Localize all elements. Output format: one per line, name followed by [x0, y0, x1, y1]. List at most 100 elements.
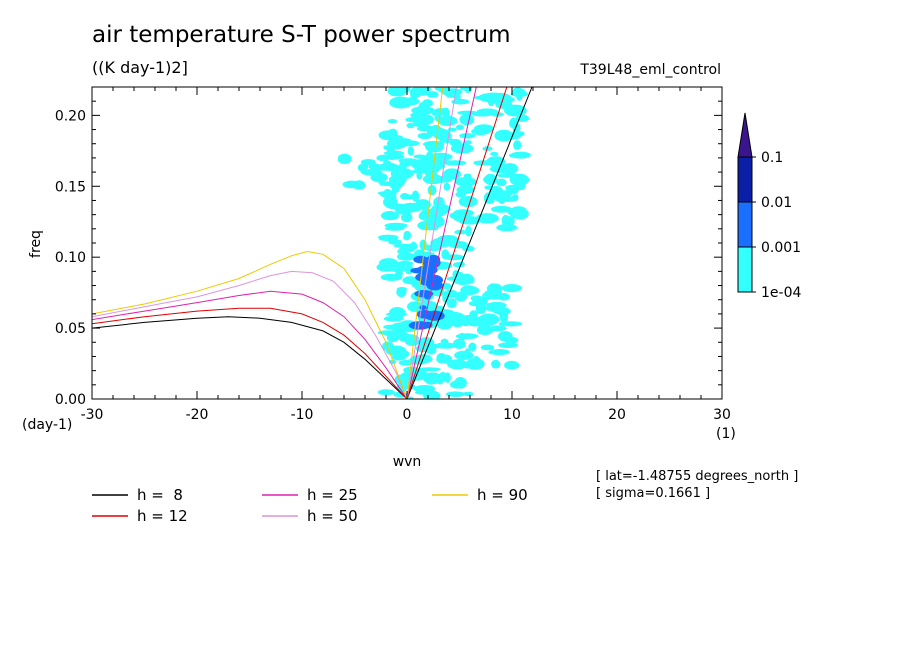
run-id-label: T39L48_eml_control — [580, 62, 721, 78]
heatmap-patch — [383, 324, 402, 330]
heatmap-patch — [390, 264, 407, 273]
heatmap-patch — [383, 189, 392, 198]
x-axis-label: wvn — [393, 454, 422, 470]
heatmap-patch — [453, 209, 475, 217]
curve-westward — [92, 270, 408, 399]
heatmap-patch — [376, 178, 384, 183]
heatmap-patch — [390, 167, 414, 180]
x-tick-label: -10 — [291, 407, 314, 423]
heatmap-patch — [399, 160, 413, 167]
heatmap-patch — [410, 267, 426, 274]
heatmap-patch — [422, 244, 443, 252]
legend-label: h = 90 — [477, 486, 528, 504]
heatmap-patch — [469, 310, 478, 320]
chart-title: air temperature S-T power spectrum — [92, 22, 511, 48]
heatmap-patch — [419, 155, 430, 163]
x-tick-label: 30 — [713, 407, 731, 423]
colorbar-segment — [737, 246, 753, 293]
heatmap-patch — [386, 333, 400, 343]
heatmap-patch — [396, 287, 408, 292]
heatmap-patch — [428, 152, 453, 161]
x-unit-label: (1) — [716, 426, 736, 442]
legend-label: h = 8 — [137, 486, 183, 504]
heatmap-patch — [495, 100, 513, 109]
x-tick-label: -20 — [186, 407, 209, 423]
heatmap-patch — [458, 196, 478, 208]
heatmap-patch — [456, 124, 464, 131]
heatmap-patch — [437, 321, 453, 330]
heatmap-patch — [501, 163, 508, 171]
heatmap-patch — [449, 298, 457, 308]
heatmap-patch — [511, 194, 519, 201]
curve-eastward — [406, 87, 533, 399]
heatmap-patch — [405, 264, 414, 275]
heatmap-patch — [378, 234, 399, 241]
colorbar-label: 0.1 — [761, 150, 783, 166]
heatmap-patch — [442, 88, 463, 96]
heatmap-patch — [388, 239, 402, 245]
heatmap-patch — [407, 396, 414, 399]
colorbar: 1e-04 0.001 0.01 0.1 — [737, 112, 801, 301]
heatmap-patch — [380, 273, 403, 281]
heatmap-patch — [442, 254, 465, 261]
heatmap-patch — [470, 295, 483, 302]
heatmap-patch — [357, 164, 366, 172]
heatmap-patch — [384, 226, 405, 231]
heatmap-patch — [418, 102, 426, 114]
heatmap-patch — [422, 174, 444, 185]
x-tick-label: -30 — [81, 407, 104, 423]
heatmap-patch — [432, 289, 441, 297]
heatmap-patch — [442, 107, 450, 119]
heatmap-patch — [501, 214, 510, 226]
heatmap-patch — [414, 390, 438, 395]
heatmap-patch — [407, 301, 423, 312]
heatmap-patch — [426, 254, 441, 264]
heatmap-patch — [450, 380, 464, 389]
heatmap-patch — [387, 203, 408, 210]
heatmap-patch — [497, 331, 513, 342]
heatmap-patch — [419, 209, 435, 221]
heatmap-patch — [460, 274, 475, 285]
curve-westward — [92, 290, 408, 399]
heatmap-patch — [510, 91, 528, 98]
heatmap-patch — [443, 160, 467, 166]
heatmap-patch — [391, 138, 412, 143]
heatmap-patch — [494, 129, 514, 142]
heatmap-patch — [477, 323, 489, 328]
heatmap-patch — [486, 301, 507, 309]
heatmap-patch — [466, 286, 480, 295]
sigma-info: [ sigma=0.1661 ] — [596, 486, 711, 501]
heatmap-patch — [511, 208, 529, 220]
latitude-info: [ lat=-1.48755 degrees_north ] — [596, 469, 799, 484]
heatmap-patch — [419, 305, 427, 310]
heatmap-patch — [387, 87, 407, 97]
heatmap-patch — [401, 212, 413, 223]
heatmap-patch — [399, 97, 420, 106]
heatmap-patch — [418, 164, 440, 174]
heatmap-patch — [445, 391, 466, 398]
chart-units: ((K day-1)2] — [92, 58, 188, 77]
heatmap-patch — [407, 146, 414, 156]
heatmap-patch — [473, 124, 495, 134]
heatmap-patch — [464, 348, 471, 359]
heatmap-patch — [462, 245, 475, 252]
curve-eastward — [406, 87, 477, 399]
heatmap-patch — [456, 185, 476, 194]
heatmap-patch — [491, 359, 501, 369]
heatmap-patch — [419, 221, 432, 228]
heatmap-patch — [422, 372, 443, 385]
y-tick-label: 0.15 — [55, 179, 86, 195]
heatmap-patch — [471, 112, 493, 117]
heatmap-patch — [496, 178, 507, 187]
heatmap-patch — [440, 338, 449, 345]
heatmap-patch — [443, 289, 458, 298]
colorbar-segment — [737, 156, 753, 203]
heatmap-patch — [480, 344, 495, 351]
heatmap-patch — [488, 349, 511, 356]
heatmap-patch — [454, 350, 474, 360]
heatmap-patch — [465, 225, 472, 237]
dispersion-curves — [92, 87, 533, 399]
legend-label: h = 12 — [137, 507, 188, 525]
y-tick-label: 0.05 — [55, 321, 86, 337]
